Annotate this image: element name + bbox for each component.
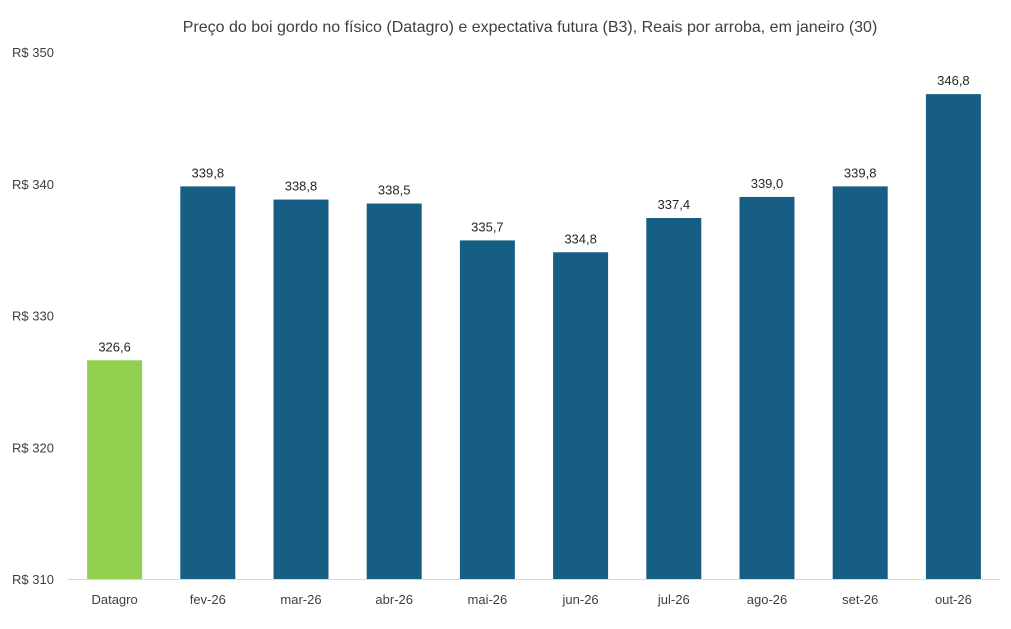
bar-set-26	[832, 186, 888, 579]
y-tick-label: R$ 320	[12, 440, 54, 455]
bar-jul-26	[646, 218, 702, 579]
bar-out-26	[925, 94, 981, 579]
x-tick-label: mai-26	[468, 592, 508, 607]
data-label: 335,7	[471, 219, 504, 234]
y-tick-label: R$ 310	[12, 572, 54, 587]
bar-jun-26	[553, 252, 609, 579]
x-tick-label: jun-26	[562, 592, 599, 607]
data-label: 334,8	[564, 231, 597, 246]
data-label: 338,8	[285, 179, 318, 194]
x-tick-label: out-26	[935, 592, 972, 607]
data-label: 337,4	[658, 197, 691, 212]
bar-ago-26	[739, 196, 795, 580]
bar-fev-26	[180, 186, 236, 579]
y-tick-label: R$ 350	[12, 45, 54, 60]
x-tick-label: jul-26	[657, 592, 690, 607]
data-label: 338,5	[378, 183, 411, 198]
x-tick-label: Datagro	[91, 592, 137, 607]
y-tick-label: R$ 330	[12, 309, 54, 324]
x-tick-label: abr-26	[375, 592, 413, 607]
bar-abr-26	[366, 203, 422, 579]
data-label: 339,8	[844, 165, 877, 180]
x-tick-label: ago-26	[747, 592, 787, 607]
data-label: 339,0	[751, 176, 784, 191]
x-tick-label: fev-26	[190, 592, 226, 607]
data-label: 346,8	[937, 73, 970, 88]
bar-mar-26	[273, 199, 329, 579]
data-label: 339,8	[192, 165, 225, 180]
x-tick-label: set-26	[842, 592, 878, 607]
data-labels: 326,6 339,8 338,8 338,5 335,7 334,8 337,4 339,0…	[98, 73, 969, 354]
x-tick-label: mar-26	[280, 592, 321, 607]
chart-title: Preço do boi gordo no físico (Datagro) e…	[183, 19, 878, 36]
y-axis: R$ 310 R$ 320 R$ 330 R$ 340 R$ 350	[12, 45, 54, 587]
data-label: 326,6	[98, 339, 131, 354]
x-axis: Datagro fev-26 mar-26 abr-26 mai-26 jun-26 jul…	[91, 592, 971, 607]
bar-Datagro	[87, 360, 143, 579]
y-tick-label: R$ 340	[12, 177, 54, 192]
bar-mai-26	[459, 240, 515, 579]
bars	[87, 94, 981, 580]
